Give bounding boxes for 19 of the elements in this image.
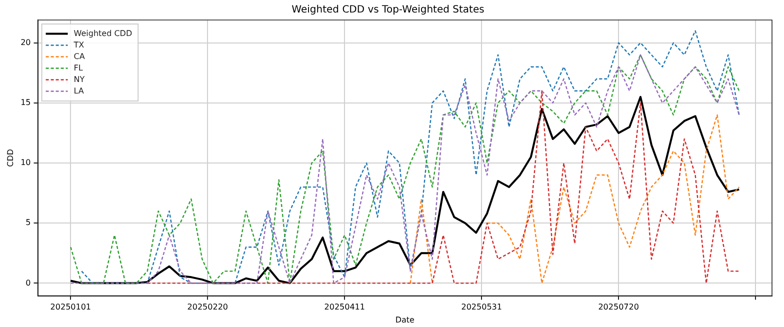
y-tick-label: 20 (20, 38, 31, 47)
legend-label: NY (74, 74, 85, 84)
chart-title: Weighted CDD vs Top-Weighted States (292, 4, 484, 16)
x-tick-label: 20250101 (50, 302, 92, 312)
x-axis-title: Date (395, 315, 415, 324)
legend-label: CA (74, 52, 86, 61)
x-tick-label: 20250220 (187, 302, 228, 312)
y-tick-label: 5 (26, 218, 31, 228)
y-tick-label: 0 (26, 278, 31, 288)
legend-label: FL (74, 63, 84, 72)
legend-label: LA (74, 86, 84, 96)
x-tick-label: 20250720 (598, 302, 639, 312)
y-tick-label: 10 (20, 158, 31, 168)
legend-label: TX (72, 40, 85, 50)
x-tick-label: 20250531 (461, 302, 502, 312)
y-axis-title: CDD (6, 148, 15, 167)
y-tick-label: 15 (20, 98, 31, 107)
legend-label: Weighted CDD (74, 28, 132, 38)
x-tick-label: 20250411 (324, 302, 365, 312)
